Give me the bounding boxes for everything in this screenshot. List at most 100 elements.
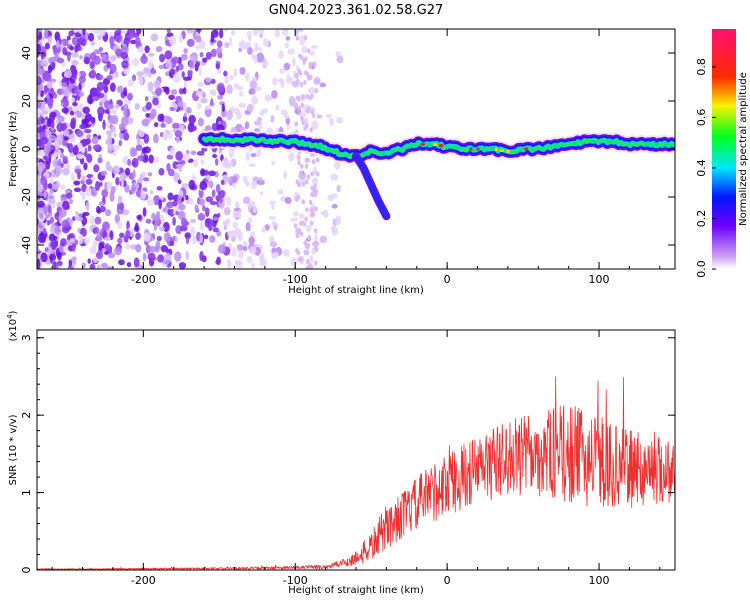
noise-speckle bbox=[106, 181, 113, 191]
noise-speckle bbox=[312, 61, 317, 67]
noise-speckle bbox=[37, 150, 45, 157]
noise-speckle bbox=[155, 46, 163, 53]
noise-speckle bbox=[61, 219, 70, 229]
noise-speckle bbox=[127, 158, 132, 166]
noise-speckle bbox=[166, 29, 171, 34]
noise-speckle bbox=[202, 57, 208, 63]
noise-speckle bbox=[236, 244, 242, 252]
noise-speckle bbox=[305, 179, 309, 185]
noise-speckle bbox=[114, 103, 120, 109]
noise-speckle bbox=[42, 182, 48, 191]
noise-speckle bbox=[97, 34, 102, 41]
noise-speckle bbox=[90, 186, 98, 197]
noise-speckle bbox=[50, 111, 57, 118]
noise-speckle bbox=[76, 72, 81, 79]
noise-speckle bbox=[311, 247, 316, 256]
noise-speckle bbox=[190, 218, 196, 224]
noise-speckle bbox=[226, 259, 232, 269]
noise-speckle bbox=[259, 253, 265, 260]
noise-speckle bbox=[138, 130, 145, 138]
noise-speckle bbox=[208, 170, 216, 177]
noise-speckle bbox=[114, 30, 121, 36]
noise-speckle bbox=[87, 144, 92, 152]
noise-speckle bbox=[314, 189, 319, 195]
noise-speckle bbox=[286, 124, 291, 130]
noise-speckle bbox=[145, 218, 152, 224]
noise-speckle bbox=[183, 102, 187, 112]
noise-speckle bbox=[235, 110, 242, 120]
noise-speckle bbox=[62, 47, 68, 56]
noise-speckle bbox=[297, 155, 301, 161]
ridge-peak bbox=[472, 147, 477, 151]
noise-speckle bbox=[303, 56, 308, 62]
noise-speckle bbox=[169, 146, 176, 157]
noise-speckle bbox=[269, 241, 278, 248]
noise-speckle bbox=[55, 40, 60, 49]
noise-speckle bbox=[188, 179, 196, 190]
noise-speckle bbox=[68, 106, 73, 111]
noise-speckle bbox=[237, 209, 242, 220]
noise-speckle bbox=[268, 215, 277, 221]
y-tick-label-spec: 20 bbox=[20, 94, 33, 108]
noise-speckle bbox=[40, 117, 45, 125]
noise-speckle bbox=[179, 124, 185, 134]
noise-speckle bbox=[85, 201, 90, 212]
noise-speckle bbox=[223, 207, 231, 216]
x-tick-label-snr: -100 bbox=[283, 574, 308, 587]
noise-speckle bbox=[96, 74, 104, 81]
noise-speckle bbox=[306, 107, 311, 113]
noise-speckle bbox=[51, 62, 56, 70]
noise-speckle bbox=[37, 181, 42, 190]
noise-speckle bbox=[37, 66, 42, 75]
noise-speckle bbox=[113, 147, 117, 157]
noise-speckle bbox=[294, 196, 299, 202]
noise-speckle bbox=[37, 29, 40, 37]
noise-speckle bbox=[322, 209, 329, 218]
noise-speckle bbox=[253, 46, 258, 53]
noise-speckle bbox=[92, 144, 100, 151]
snr-ticks: -200 -100 0 100 0 1 2 3 bbox=[20, 330, 675, 587]
noise-speckle bbox=[136, 179, 143, 184]
noise-speckle bbox=[231, 246, 237, 257]
noise-speckle bbox=[49, 216, 55, 224]
noise-speckle bbox=[188, 114, 196, 124]
ridge-peak bbox=[499, 148, 505, 153]
noise-speckle bbox=[221, 103, 226, 112]
noise-speckle bbox=[209, 89, 217, 96]
noise-speckle bbox=[70, 256, 78, 261]
noise-speckle bbox=[113, 132, 117, 138]
noise-speckle bbox=[119, 232, 125, 239]
noise-speckle bbox=[178, 203, 186, 211]
noise-speckle bbox=[118, 259, 125, 266]
noise-speckle bbox=[109, 115, 114, 125]
noise-speckle bbox=[303, 79, 307, 86]
noise-speckle bbox=[170, 89, 178, 95]
noise-speckle bbox=[82, 106, 90, 114]
noise-speckle bbox=[52, 235, 58, 241]
noise-speckle bbox=[169, 35, 177, 46]
noise-speckle bbox=[296, 78, 300, 84]
noise-speckle bbox=[183, 112, 187, 118]
colorbar-label: Normalized spectral amplitude bbox=[738, 72, 749, 226]
noise-speckle bbox=[196, 102, 202, 110]
noise-speckle bbox=[169, 107, 175, 112]
noise-speckle bbox=[47, 35, 53, 44]
noise-speckle bbox=[301, 45, 308, 54]
noise-speckle bbox=[77, 142, 83, 150]
noise-speckle bbox=[327, 194, 335, 201]
noise-speckle bbox=[259, 177, 263, 182]
noise-speckle bbox=[197, 213, 206, 221]
noise-speckle bbox=[73, 187, 82, 193]
noise-speckle bbox=[88, 96, 93, 105]
noise-speckle bbox=[311, 240, 320, 247]
noise-speckle bbox=[198, 67, 203, 77]
noise-speckle bbox=[249, 246, 257, 255]
noise-speckle bbox=[71, 68, 78, 77]
noise-speckle bbox=[78, 75, 86, 84]
noise-speckle bbox=[51, 183, 60, 190]
noise-speckle bbox=[83, 128, 92, 134]
noise-speckle bbox=[183, 153, 190, 162]
noise-speckle bbox=[100, 262, 108, 269]
noise-speckle bbox=[295, 95, 300, 101]
noise-speckle bbox=[135, 144, 143, 151]
